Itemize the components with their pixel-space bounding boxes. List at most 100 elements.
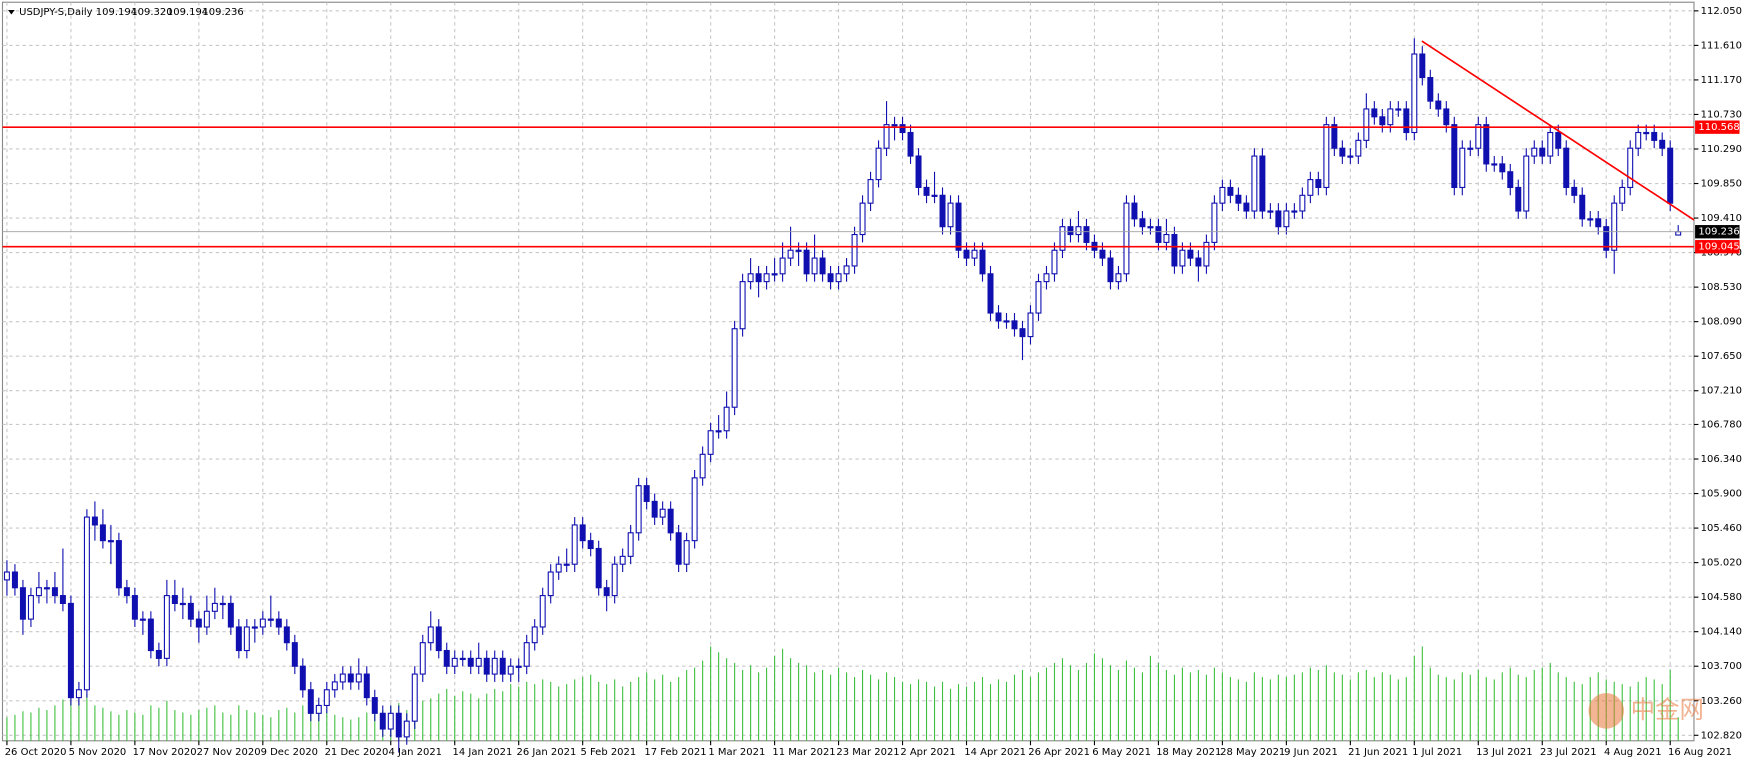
candle-body (211, 602, 218, 612)
candle-body (1547, 131, 1554, 157)
candle-body (1523, 155, 1530, 212)
candle-body (1323, 124, 1330, 189)
y-tick-label: 103.700 (1701, 661, 1742, 672)
candle-body (835, 273, 842, 283)
candle-body (771, 273, 778, 276)
candle-body (35, 587, 42, 597)
x-tick-label: 2 Apr 2021 (900, 747, 955, 758)
candle-body (123, 587, 130, 597)
watermark-logo (1588, 693, 1625, 729)
candle-body (1507, 171, 1514, 189)
candle-body (411, 673, 418, 722)
candle-body (827, 273, 834, 283)
candle-body (51, 587, 58, 597)
candle-body (1459, 147, 1466, 189)
x-tick-label: 26 Jan 2021 (516, 747, 576, 758)
candle-body (795, 249, 802, 252)
candle-body (819, 257, 826, 275)
candle-body (1219, 186, 1226, 204)
candle-body (1259, 155, 1266, 212)
candle-body (715, 430, 722, 433)
y-tick-label: 106.340 (1701, 454, 1742, 465)
candle-body (515, 665, 522, 668)
candle-body (339, 673, 346, 683)
x-tick-label: 21 Dec 2020 (325, 747, 389, 758)
candle-body (1083, 226, 1090, 243)
candle-body (939, 194, 946, 228)
y-tick-label: 112.050 (1701, 6, 1742, 17)
candle-body (1227, 186, 1234, 196)
ohlc-open: 109.194 (96, 7, 137, 18)
candle-body (227, 602, 234, 628)
candle-body (83, 516, 90, 691)
candle-body (683, 540, 690, 565)
candle-body (627, 532, 634, 557)
candle-body (747, 273, 754, 283)
candle-body (1675, 231, 1682, 236)
candle-body (723, 406, 730, 432)
candle-body (1371, 108, 1378, 118)
candle-body (371, 697, 378, 714)
candle-body (1171, 233, 1178, 267)
candle-body (483, 657, 490, 675)
candle-body (1579, 194, 1586, 220)
candle-body (1435, 100, 1442, 110)
candle-body (779, 257, 786, 275)
candle-body (75, 689, 82, 699)
candle-body (739, 281, 746, 330)
candle-body (1651, 131, 1658, 141)
candle-body (867, 179, 874, 204)
candle-body (755, 273, 762, 283)
x-tick-label: 13 Jul 2021 (1476, 747, 1533, 758)
candle-body (931, 194, 938, 197)
x-tick-label: 1 Mar 2021 (708, 747, 765, 758)
candle-body (875, 147, 882, 181)
candle-body (659, 508, 666, 518)
candle-body (115, 540, 122, 589)
candle-body (587, 540, 594, 550)
candle-body (1131, 202, 1138, 220)
candle-body (1627, 147, 1634, 189)
candle-body (675, 532, 682, 565)
menu-arrow[interactable] (8, 9, 15, 15)
candle-body (1035, 281, 1042, 314)
candle-body (1563, 147, 1570, 189)
candle-body (811, 257, 818, 275)
candle-body (1059, 226, 1066, 251)
x-tick-label: 6 May 2021 (1092, 747, 1151, 758)
candle-body (267, 618, 274, 621)
candle-body (1291, 210, 1298, 213)
candle-body (307, 689, 314, 714)
candle-body (1595, 218, 1602, 228)
candle-body (1315, 179, 1322, 189)
candle-body (531, 626, 538, 644)
candle-body (1107, 257, 1114, 283)
current-price-label: 109.236 (1698, 227, 1739, 238)
candle-body (1275, 210, 1282, 228)
candle-body (331, 681, 338, 691)
candle-body (347, 673, 354, 683)
candle-body (363, 673, 370, 699)
candle-body (27, 595, 34, 620)
y-tick-label: 105.460 (1701, 523, 1742, 534)
y-tick-label: 108.530 (1701, 282, 1742, 293)
candle-body (763, 273, 770, 283)
candle-body (1555, 131, 1562, 149)
candle-body (1195, 257, 1202, 267)
candle-body (1211, 202, 1218, 243)
y-tick-label: 107.210 (1701, 386, 1742, 397)
y-tick-label: 109.850 (1701, 179, 1742, 190)
candle-body (1099, 249, 1106, 259)
candle-body (395, 712, 402, 738)
candle-body (1051, 249, 1058, 275)
y-tick-label: 111.170 (1701, 75, 1742, 86)
y-tick-label: 103.260 (1701, 696, 1742, 707)
candle-body (1467, 147, 1474, 150)
x-tick-label: 14 Jan 2021 (453, 747, 513, 758)
candle-body (699, 453, 706, 479)
candle-body (1179, 249, 1186, 267)
candle-body (619, 555, 626, 565)
candle-body (915, 155, 922, 189)
x-tick-label: 4 Jan 2021 (389, 747, 443, 758)
